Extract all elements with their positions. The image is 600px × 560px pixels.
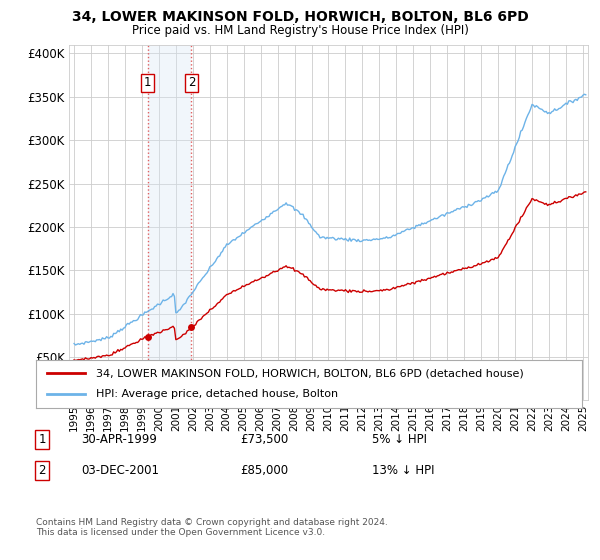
Text: 34, LOWER MAKINSON FOLD, HORWICH, BOLTON, BL6 6PD: 34, LOWER MAKINSON FOLD, HORWICH, BOLTON… bbox=[71, 10, 529, 24]
Text: 13% ↓ HPI: 13% ↓ HPI bbox=[372, 464, 434, 477]
Text: 1: 1 bbox=[144, 77, 151, 90]
Text: 34, LOWER MAKINSON FOLD, HORWICH, BOLTON, BL6 6PD (detached house): 34, LOWER MAKINSON FOLD, HORWICH, BOLTON… bbox=[96, 368, 524, 379]
Text: 5% ↓ HPI: 5% ↓ HPI bbox=[372, 433, 427, 446]
Text: £73,500: £73,500 bbox=[240, 433, 288, 446]
Text: 03-DEC-2001: 03-DEC-2001 bbox=[81, 464, 159, 477]
Text: 30-APR-1999: 30-APR-1999 bbox=[81, 433, 157, 446]
Text: 1: 1 bbox=[38, 433, 46, 446]
Text: £85,000: £85,000 bbox=[240, 464, 288, 477]
Text: Contains HM Land Registry data © Crown copyright and database right 2024.
This d: Contains HM Land Registry data © Crown c… bbox=[36, 518, 388, 538]
Text: 2: 2 bbox=[38, 464, 46, 477]
Text: Price paid vs. HM Land Registry's House Price Index (HPI): Price paid vs. HM Land Registry's House … bbox=[131, 24, 469, 36]
Text: HPI: Average price, detached house, Bolton: HPI: Average price, detached house, Bolt… bbox=[96, 389, 338, 399]
Bar bbox=[148, 45, 191, 400]
Text: 2: 2 bbox=[188, 77, 195, 90]
